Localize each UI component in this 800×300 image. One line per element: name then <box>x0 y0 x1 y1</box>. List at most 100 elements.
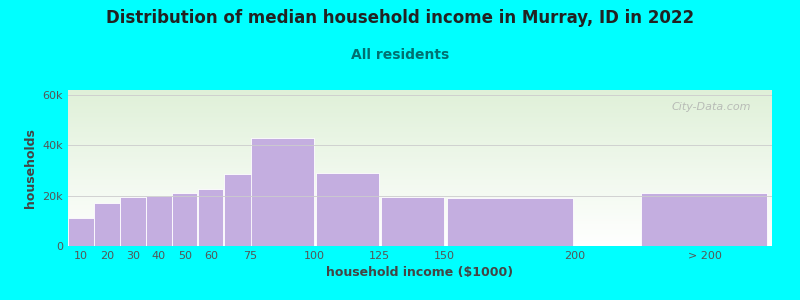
Bar <box>68 154 772 155</box>
Bar <box>68 168 772 170</box>
Bar <box>68 223 772 224</box>
Bar <box>68 98 772 99</box>
Bar <box>68 190 772 191</box>
Bar <box>68 155 772 157</box>
Bar <box>68 220 772 221</box>
Bar <box>68 218 772 220</box>
Y-axis label: households: households <box>24 128 37 208</box>
Bar <box>68 232 772 233</box>
Bar <box>642 193 767 246</box>
Bar <box>68 226 772 227</box>
Bar <box>68 110 772 112</box>
Bar <box>68 233 772 235</box>
Bar <box>68 181 772 182</box>
Bar <box>68 96 772 98</box>
Bar <box>68 173 772 174</box>
Bar <box>68 103 772 104</box>
Bar <box>68 177 772 179</box>
Bar <box>68 112 772 113</box>
X-axis label: household income ($1000): household income ($1000) <box>326 266 514 279</box>
Text: City-Data.com: City-Data.com <box>671 103 751 112</box>
Bar <box>68 101 772 103</box>
Bar <box>68 176 772 177</box>
Bar <box>68 163 772 165</box>
Bar <box>68 109 772 110</box>
Bar <box>68 95 772 96</box>
Bar <box>68 124 772 126</box>
Bar <box>68 221 772 223</box>
Bar <box>68 121 772 123</box>
Bar <box>68 215 772 216</box>
Bar <box>68 169 772 171</box>
Bar <box>68 230 772 232</box>
Bar <box>68 107 772 109</box>
Bar <box>68 137 772 138</box>
Bar <box>68 99 772 101</box>
Bar <box>68 160 772 162</box>
Bar <box>120 197 146 246</box>
Bar <box>316 173 378 246</box>
Bar <box>68 174 772 176</box>
Bar <box>251 138 314 246</box>
Bar <box>68 218 94 246</box>
Bar <box>68 149 772 151</box>
Text: All residents: All residents <box>351 48 449 62</box>
Bar <box>68 187 772 188</box>
Bar <box>68 199 772 201</box>
Bar <box>68 116 772 118</box>
Bar <box>381 197 444 246</box>
Bar <box>68 240 772 241</box>
Bar <box>68 104 772 106</box>
Bar <box>68 167 772 168</box>
Bar <box>68 237 772 238</box>
Bar <box>68 115 772 116</box>
Bar <box>68 202 772 204</box>
Bar <box>68 157 772 159</box>
Bar <box>68 213 772 215</box>
Bar <box>68 129 772 130</box>
Bar <box>68 208 772 210</box>
Bar <box>172 193 198 246</box>
Bar <box>68 143 772 145</box>
Bar <box>68 130 772 132</box>
Text: Distribution of median household income in Murray, ID in 2022: Distribution of median household income … <box>106 9 694 27</box>
Bar <box>68 93 772 95</box>
Bar <box>68 162 772 163</box>
Bar <box>68 134 772 135</box>
Bar <box>68 135 772 137</box>
Bar <box>68 235 772 237</box>
Bar <box>68 196 772 198</box>
Bar <box>68 90 772 92</box>
Bar <box>68 171 772 173</box>
Bar <box>146 196 171 246</box>
Bar <box>68 148 772 149</box>
Bar <box>68 241 772 243</box>
Bar <box>68 188 772 190</box>
Bar <box>68 151 772 152</box>
Bar <box>68 152 772 154</box>
Bar <box>68 92 772 93</box>
Bar <box>68 243 772 244</box>
Bar <box>68 182 772 184</box>
Bar <box>68 224 772 226</box>
Bar <box>68 118 772 120</box>
Bar <box>68 159 772 160</box>
Bar <box>68 212 772 213</box>
Bar <box>68 146 772 148</box>
Bar <box>68 140 772 142</box>
Bar <box>68 216 772 218</box>
Bar <box>68 227 772 229</box>
Bar <box>68 201 772 202</box>
Bar <box>68 191 772 193</box>
Bar <box>68 198 772 199</box>
Bar <box>68 229 772 230</box>
Bar <box>68 145 772 146</box>
Bar <box>68 194 772 196</box>
Bar <box>68 238 772 240</box>
Bar <box>68 126 772 128</box>
Bar <box>225 174 262 246</box>
Bar <box>68 165 772 166</box>
Bar <box>68 185 772 187</box>
Bar <box>68 206 772 207</box>
Bar <box>68 120 772 121</box>
